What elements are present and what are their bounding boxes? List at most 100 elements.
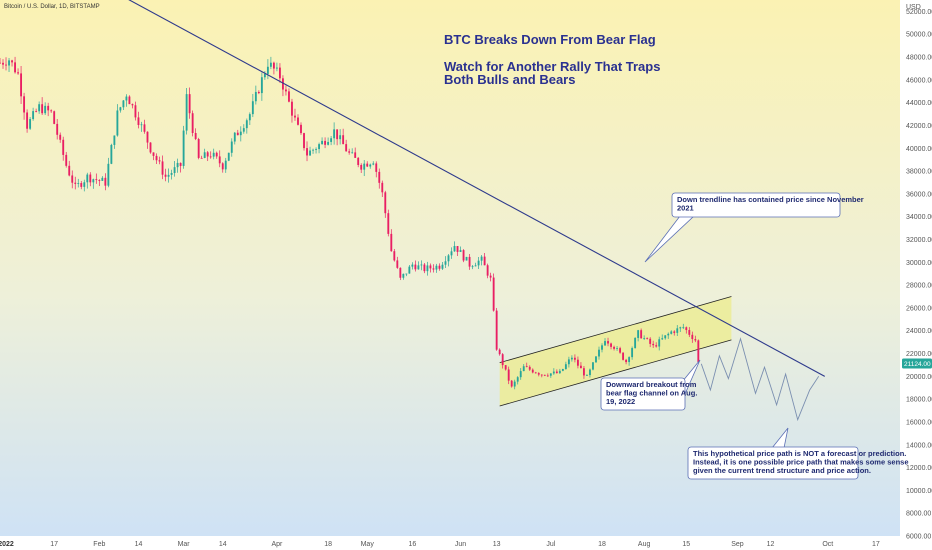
candle-body [155, 155, 158, 161]
trendline-segment [128, 0, 826, 377]
candle-body [134, 105, 137, 118]
candle-body [137, 117, 140, 125]
candle-body [622, 352, 625, 360]
candle-body [173, 167, 176, 174]
candle-body [59, 134, 62, 140]
candle-body [540, 374, 543, 376]
candle-body [146, 131, 149, 143]
x-tick-label: 12 [767, 541, 775, 548]
candle-body [56, 123, 59, 135]
candle-body [489, 275, 492, 278]
candle-body [567, 359, 570, 365]
candle-body [149, 142, 152, 153]
candle-body [354, 152, 357, 158]
candle-body [41, 104, 44, 114]
y-tick-label: 52000.00 [906, 9, 932, 16]
candle-body [26, 112, 29, 129]
candle-body [450, 251, 453, 256]
candle-body [80, 183, 83, 187]
candle-body [167, 174, 170, 177]
candle-body [200, 157, 203, 159]
candle-body [655, 345, 658, 347]
candle-body [257, 91, 260, 94]
candle-body [95, 179, 98, 181]
candle-body [444, 261, 447, 265]
candle-body [649, 338, 652, 344]
candle-body [89, 174, 92, 183]
candle-body [266, 66, 269, 74]
x-tick-label: Mar [178, 541, 191, 548]
candle-body [209, 156, 212, 158]
hypothetical-callout-box [687, 446, 859, 480]
candle-body [537, 373, 540, 375]
breakout-callout-box [600, 377, 686, 411]
x-tick-label: 18 [598, 541, 606, 548]
x-tick-label: Oct [822, 541, 833, 548]
candle-body [128, 96, 131, 105]
candle-body [507, 369, 510, 381]
candle-body [77, 183, 80, 184]
callouts: Down trendline has contained price since… [600, 192, 909, 480]
candle-body [583, 368, 585, 376]
x-tick-label: 2022 [0, 541, 14, 548]
candle-body [188, 94, 191, 114]
x-tick-label: 18 [324, 541, 332, 548]
candle-body [20, 73, 23, 97]
x-tick-label: 13 [493, 541, 501, 548]
x-tick-label: 14 [135, 541, 143, 548]
candle-body [664, 335, 667, 339]
candle-body [375, 163, 378, 172]
candlestick-series [0, 56, 700, 390]
candle-body [543, 374, 546, 376]
candle-body [14, 62, 16, 73]
candle-body [646, 338, 649, 339]
candle-body [11, 60, 13, 63]
breakout-callout-text: 19, 2022 [606, 397, 635, 406]
candle-body [576, 359, 579, 366]
candle-body [351, 152, 354, 154]
candle-body [516, 377, 519, 382]
candle-body [119, 107, 122, 111]
candle-body [348, 151, 351, 153]
hypothetical-callout-text: Instead, it is one possible price path t… [693, 458, 909, 467]
candle-body [122, 100, 125, 108]
candle-body [312, 149, 314, 151]
channel-lower-line [499, 339, 732, 407]
candle-body [239, 131, 242, 136]
candle-body [164, 174, 167, 177]
candle-body [673, 331, 676, 333]
candle-body [357, 157, 360, 165]
candle-body [251, 101, 254, 115]
y-tick-label: 30000.00 [906, 260, 932, 267]
candle-body [0, 62, 1, 64]
time-axis: 2022 17 Feb 14 Mar 14 Apr 18 May 16 Jun 13 Jul 18 Aug 1… [0, 541, 880, 548]
trendline-callout: Down trendline has contained price since… [644, 192, 864, 263]
x-tick-label: Feb [93, 541, 105, 548]
candle-body [637, 330, 640, 338]
candle-body [300, 124, 302, 134]
candle-body [360, 164, 363, 170]
hypothetical-path-line [700, 337, 820, 422]
candle-body [495, 310, 498, 350]
candle-body [170, 173, 173, 175]
chart-subtitle-line-1: Watch for Another Rally That Traps [444, 59, 660, 74]
candle-body [212, 152, 215, 157]
candle-body [372, 163, 375, 165]
price-axis: USD 52000.00 50000.00 48000.00 46000.00 4400… [906, 4, 932, 541]
candle-body [414, 264, 417, 270]
candle-body [619, 348, 621, 353]
candle-body [477, 260, 480, 266]
candle-body [570, 357, 573, 360]
candle-body [83, 182, 86, 187]
candle-body [465, 256, 468, 261]
x-tick-label: Aug [638, 541, 651, 548]
candle-body [272, 62, 275, 69]
candle-body [405, 273, 408, 275]
candle-body [152, 152, 155, 156]
candle-body [685, 327, 688, 331]
candle-body [185, 94, 188, 131]
candle-body [429, 265, 432, 269]
candle-body [275, 67, 278, 69]
